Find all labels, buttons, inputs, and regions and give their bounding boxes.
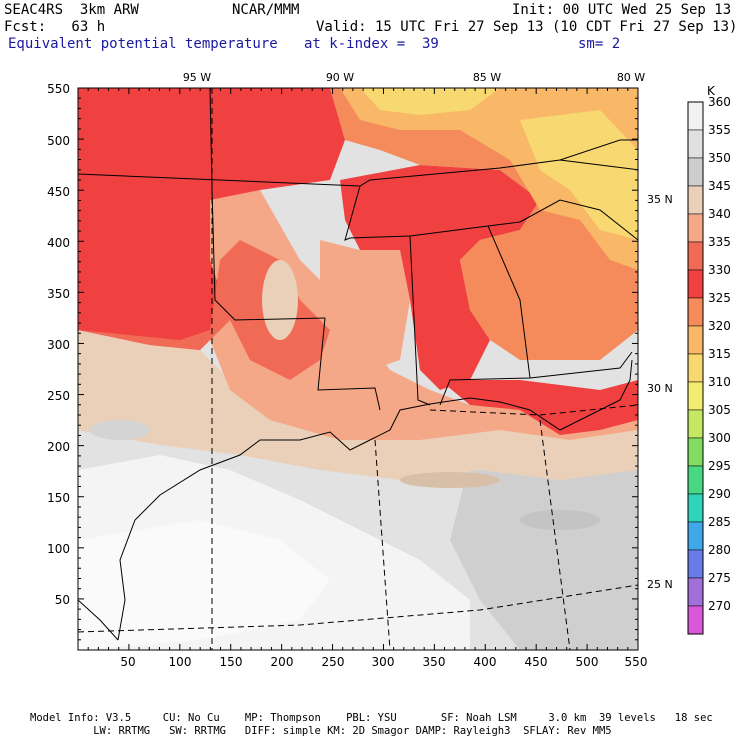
model-info-line2: LW: RRTMG SW: RRTMG DIFF: simple KM: 2D … xyxy=(30,725,612,737)
x-tick-label: 50 xyxy=(120,655,135,669)
colorbar-label: 360 xyxy=(708,95,731,109)
colorbar-label: 320 xyxy=(708,319,731,333)
x-tick-label: 150 xyxy=(220,655,243,669)
colorbar-swatch xyxy=(687,241,704,271)
colorbar-label: 270 xyxy=(708,599,731,613)
lon-label: 85 W xyxy=(473,71,501,84)
colorbar-label: 290 xyxy=(708,487,731,501)
colorbar-label: 315 xyxy=(708,347,731,361)
x-tick-label: 250 xyxy=(322,655,345,669)
colorbar-swatch xyxy=(687,409,704,439)
colorbar-label: 355 xyxy=(708,123,731,137)
y-tick-label: 100 xyxy=(47,542,70,556)
forecast-hour: Fcst: 63 h xyxy=(4,19,106,35)
colorbar-swatch xyxy=(687,185,704,215)
colorbar-unit: K xyxy=(707,84,716,98)
colorbar-swatch xyxy=(687,493,704,523)
y-axis: 550 500 450 400 350 300 250 200 150 100 … xyxy=(47,82,70,607)
x-tick-label: 100 xyxy=(169,655,192,669)
y-tick-label: 150 xyxy=(47,491,70,505)
colorbar-label: 310 xyxy=(708,375,731,389)
valid-time: Valid: 15 UTC Fri 27 Sep 13 (10 CDT Fri … xyxy=(316,19,738,35)
colorbar-label: 330 xyxy=(708,263,731,277)
colorbar-swatch xyxy=(687,269,704,299)
colorbar-swatch xyxy=(687,577,704,607)
x-tick-label: 350 xyxy=(423,655,446,669)
field-name: Equivalent potential temperature xyxy=(8,36,278,52)
x-axis: 50 100 150 200 250 300 350 400 450 500 5… xyxy=(120,655,647,669)
smoothing-info: sm= 2 xyxy=(578,36,621,52)
colorbar-swatch xyxy=(687,157,704,187)
colorbar-swatch xyxy=(687,353,704,383)
lon-label: 95 W xyxy=(183,71,211,84)
x-tick-label: 550 xyxy=(625,655,648,669)
colorbar-swatch xyxy=(687,549,704,579)
map-frame xyxy=(77,87,639,651)
x-tick-label: 400 xyxy=(474,655,497,669)
colorbar-label: 305 xyxy=(708,403,731,417)
y-tick-label: 250 xyxy=(47,389,70,403)
colorbar-label: 285 xyxy=(708,515,731,529)
colorbar-swatch xyxy=(687,297,704,327)
y-tick-label: 450 xyxy=(47,185,70,199)
y-tick-label: 350 xyxy=(47,287,70,301)
colorbar-label: 325 xyxy=(708,291,731,305)
lat-label: 25 N xyxy=(647,578,673,591)
lon-label: 90 W xyxy=(326,71,354,84)
colorbar-frame xyxy=(687,101,704,635)
y-tick-label: 50 xyxy=(55,593,70,607)
model-name: SEAC4RS 3km ARW xyxy=(4,2,139,18)
colorbar-swatch xyxy=(687,381,704,411)
init-time: Init: 00 UTC Wed 25 Sep 13 xyxy=(512,2,732,18)
x-tick-label: 500 xyxy=(576,655,599,669)
colorbar-swatch xyxy=(687,521,704,551)
colorbar-label: 280 xyxy=(708,543,731,557)
colorbar-label: 350 xyxy=(708,151,731,165)
colorbar-label: 340 xyxy=(708,207,731,221)
graticule xyxy=(78,88,638,650)
theta-e-field xyxy=(78,88,638,650)
colorbar-label: 335 xyxy=(708,235,731,249)
colorbar-label: 295 xyxy=(708,459,731,473)
latitude-labels: 35 N 30 N 25 N xyxy=(647,193,673,591)
colorbar-swatch xyxy=(687,465,704,495)
center-name: NCAR/MMM xyxy=(232,2,300,18)
y-tick-label: 200 xyxy=(47,440,70,454)
level-info: at k-index = 39 xyxy=(304,36,439,52)
y-tick-label: 400 xyxy=(47,236,70,250)
longitude-labels: 95 W 90 W 85 W 80 W xyxy=(183,71,645,84)
colorbar-label: 275 xyxy=(708,571,731,585)
colorbar-swatch xyxy=(687,437,704,467)
colorbar: K 360 355 350 345 340 335 330 325 320 315 310 305 30… xyxy=(687,84,731,635)
y-tick-label: 300 xyxy=(47,338,70,352)
colorbar-swatch xyxy=(687,101,704,131)
lat-label: 30 N xyxy=(647,382,673,395)
x-tick-label: 450 xyxy=(525,655,548,669)
colorbar-swatch xyxy=(687,129,704,159)
x-tick-label: 300 xyxy=(372,655,395,669)
model-info-line1: Model Info: V3.5 CU: No Cu MP: Thompson … xyxy=(30,712,713,724)
colorbar-swatch xyxy=(687,605,704,635)
lon-label: 80 W xyxy=(617,71,645,84)
x-tick-label: 200 xyxy=(271,655,294,669)
y-tick-label: 550 xyxy=(47,82,70,96)
lat-label: 35 N xyxy=(647,193,673,206)
colorbar-swatch xyxy=(687,325,704,355)
colorbar-label: 300 xyxy=(708,431,731,445)
colorbar-label: 345 xyxy=(708,179,731,193)
y-tick-label: 500 xyxy=(47,134,70,148)
political-boundaries xyxy=(78,88,638,641)
colorbar-swatch xyxy=(687,213,704,243)
